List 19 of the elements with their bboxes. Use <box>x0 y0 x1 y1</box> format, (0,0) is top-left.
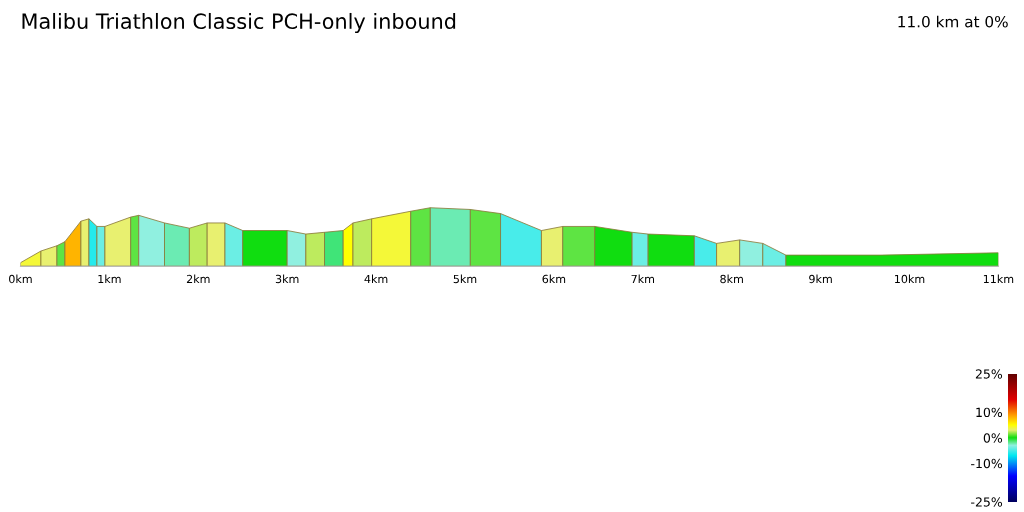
x-tick-label: 7km <box>631 274 655 284</box>
color-bar-label: 0% <box>983 433 1003 443</box>
x-tick-label: 10km <box>895 274 925 284</box>
color-bar-label: -25% <box>971 497 1003 507</box>
x-tick-label: 5km <box>453 274 477 284</box>
x-tick-label: 1km <box>98 274 121 284</box>
color-bar-label: -10% <box>971 458 1003 469</box>
chart-title: Malibu Triathlon Classic PCH-only inbound <box>22 12 456 34</box>
x-tick-label: 8km <box>720 274 743 284</box>
x-tick-label: 0km <box>9 274 32 284</box>
color-bar-label: 25% <box>975 369 1003 379</box>
x-tick-label: 4km <box>364 274 388 284</box>
x-tick-label: 3km <box>275 274 299 284</box>
x-tick-label: 11km <box>983 274 1014 284</box>
x-tick-label: 2km <box>186 274 210 284</box>
color-bar-label: 10% <box>976 407 1003 418</box>
text: 11.0 km at 0% <box>898 15 1008 28</box>
x-tick-label: 6km <box>542 274 566 284</box>
x-tick-label: 9km <box>809 274 832 284</box>
